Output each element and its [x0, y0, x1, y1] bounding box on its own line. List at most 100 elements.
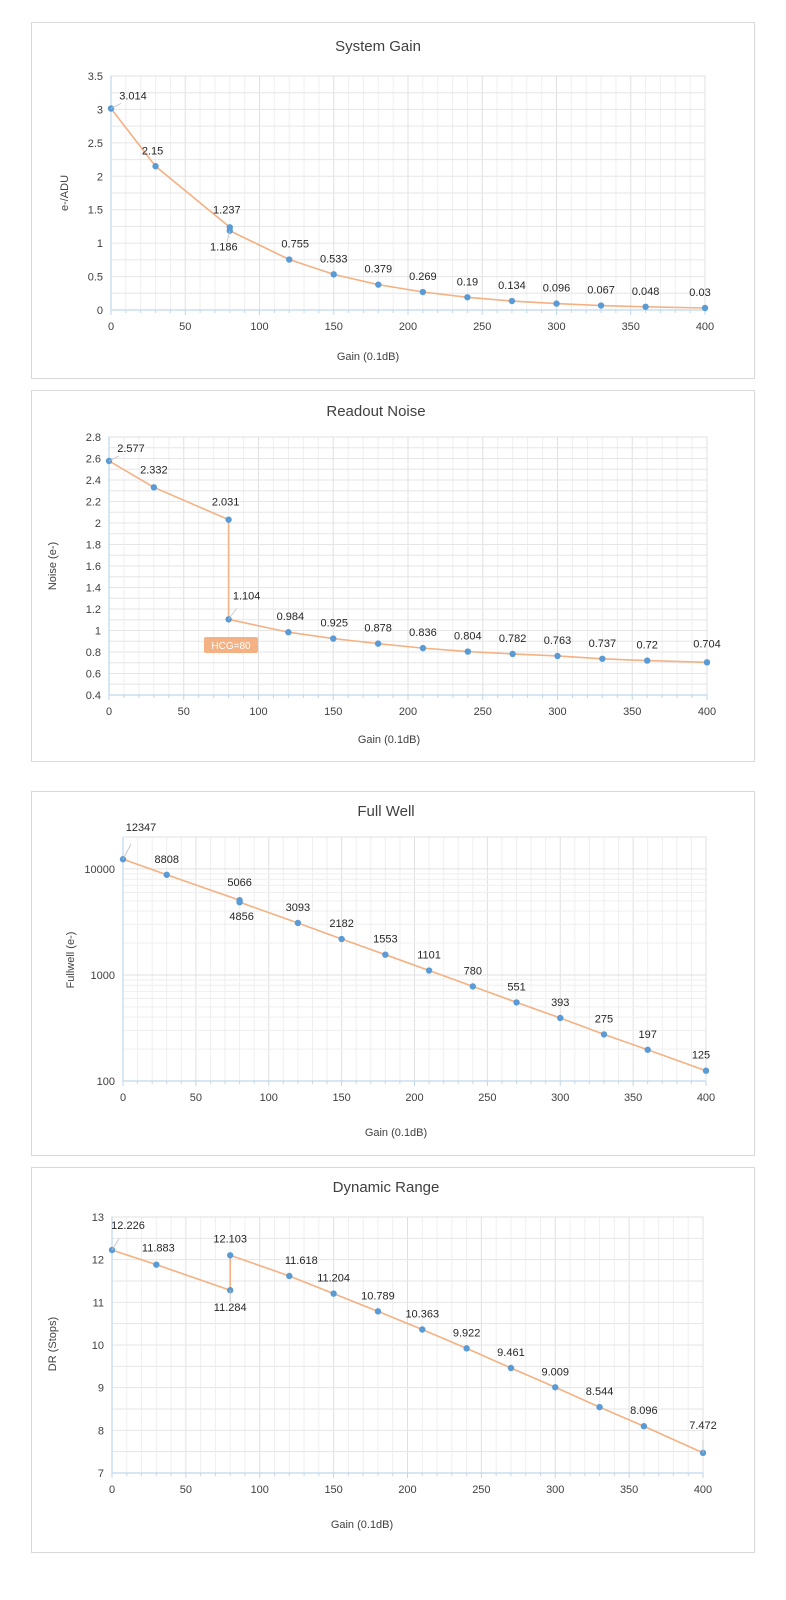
data-point [600, 1031, 608, 1038]
y-tick-label: 2.4 [86, 475, 101, 487]
x-tick-label: 300 [548, 706, 566, 718]
data-point [330, 635, 337, 642]
data-label: 0.096 [543, 283, 571, 295]
y-tick-label: 2 [97, 171, 103, 183]
x-tick-label: 200 [398, 1484, 416, 1496]
y-axis-label: Fullwell (e-) [65, 932, 77, 989]
data-label: 0.134 [498, 280, 526, 292]
chart-panel-system-gain: System Gain 0 50 100 150 200 250 300 350 400 0 0.5… [31, 22, 755, 379]
series-line [111, 1249, 704, 1454]
y-tick-label: 13 [92, 1212, 104, 1224]
data-label: 0.533 [320, 253, 348, 265]
x-tick-label: 400 [698, 706, 716, 718]
data-point [227, 1252, 234, 1259]
data-point [642, 303, 649, 310]
data-point [508, 297, 516, 305]
data-label: 8.096 [630, 1405, 658, 1417]
leader-line [228, 608, 238, 620]
y-tick-label: 2 [95, 518, 101, 530]
y-tick-label: 2.2 [86, 497, 101, 509]
data-point [286, 256, 293, 263]
data-label: 2.332 [140, 464, 168, 476]
y-tick-label: 10000 [84, 864, 115, 876]
x-tick-label: 50 [178, 706, 190, 718]
y-tick-label: 2.6 [86, 454, 101, 466]
leader-line [111, 1238, 120, 1251]
y-tick-label: 1.5 [88, 205, 103, 217]
data-point [507, 1364, 515, 1372]
chart-title: System Gain [335, 38, 421, 55]
data-label: 10.789 [361, 1290, 395, 1302]
x-tick-label: 0 [120, 1092, 126, 1104]
data-label: 0.737 [589, 638, 617, 650]
y-tick-label: 2.5 [88, 138, 103, 150]
data-label: 2.15 [142, 145, 163, 157]
data-label: 1.186 [210, 242, 238, 254]
data-label: 2.577 [117, 443, 145, 455]
y-tick-label: 11 [93, 1297, 104, 1309]
data-label: 9.922 [453, 1327, 481, 1339]
x-tick-label: 200 [399, 706, 417, 718]
data-label: 12.226 [111, 1220, 145, 1232]
data-label: 5066 [227, 877, 251, 889]
y-tick-label: 100 [97, 1076, 115, 1088]
data-label: 0.782 [499, 633, 527, 645]
data-label: 0.925 [320, 618, 348, 630]
y-tick-label: 1.8 [86, 540, 101, 552]
data-label: 0.067 [587, 285, 615, 297]
y-tick-label: 1 [95, 626, 101, 638]
y-tick-label: 10 [92, 1340, 104, 1352]
y-tick-label: 0 [97, 305, 103, 317]
data-point [374, 1308, 382, 1315]
x-tick-label: 350 [620, 1484, 638, 1496]
y-tick-label: 9 [98, 1383, 104, 1395]
data-point [596, 1403, 603, 1411]
data-point [375, 281, 382, 288]
data-point [509, 650, 516, 658]
data-label: 0.763 [544, 635, 572, 647]
data-point [330, 1290, 337, 1297]
y-tick-label: 1.2 [86, 604, 101, 616]
data-point [644, 1046, 651, 1053]
y-tick-label: 2.8 [86, 432, 101, 444]
y-tick-label: 1 [97, 238, 103, 250]
data-point [702, 1067, 710, 1074]
y-tick-label: 0.6 [86, 669, 101, 681]
x-tick-label: 150 [324, 1484, 342, 1496]
data-label: 12347 [126, 822, 157, 834]
y-tick-label: 0.4 [86, 690, 101, 702]
x-axis-label: Gain (0.1dB) [337, 351, 399, 363]
chart-panel-full-well: Full Well 0 50 100 150 200 250 300 350 400 100 100… [31, 791, 755, 1156]
x-tick-label: 0 [108, 321, 114, 333]
data-point [419, 1326, 426, 1333]
hcg-annotation-box [204, 637, 258, 653]
leader-line [108, 455, 120, 462]
data-point [701, 304, 709, 312]
data-point [338, 935, 345, 943]
x-tick-label: 400 [694, 1484, 712, 1496]
data-label: 125 [692, 1050, 710, 1062]
data-label: 10.363 [405, 1309, 439, 1321]
x-tick-label: 400 [696, 321, 714, 333]
data-label: 11.883 [142, 1243, 175, 1255]
data-point [150, 484, 158, 491]
x-tick-label: 250 [478, 1092, 496, 1104]
data-point [236, 898, 243, 906]
data-label: 551 [507, 981, 525, 993]
x-tick-label: 50 [190, 1092, 202, 1104]
x-tick-label: 200 [399, 321, 417, 333]
data-point [553, 300, 560, 307]
data-label: 3093 [286, 902, 310, 914]
leader-line [110, 103, 122, 109]
y-axis-label: Noise (e-) [47, 542, 59, 590]
chart-svg-dynamic-range: Dynamic Range 0 50 100 150 200 250 300 350 400 7 8… [47, 1179, 717, 1531]
x-tick-label: 350 [624, 1092, 642, 1104]
chart-svg-full-well: Full Well 0 50 100 150 200 250 300 350 400 100 100… [65, 803, 715, 1139]
data-point [599, 655, 606, 662]
data-point [703, 659, 711, 666]
x-tick-label: 400 [697, 1092, 715, 1104]
data-label: 0.878 [364, 623, 392, 635]
data-label: 9.461 [497, 1347, 525, 1359]
data-point [644, 657, 651, 664]
data-label: 0.048 [632, 286, 660, 298]
